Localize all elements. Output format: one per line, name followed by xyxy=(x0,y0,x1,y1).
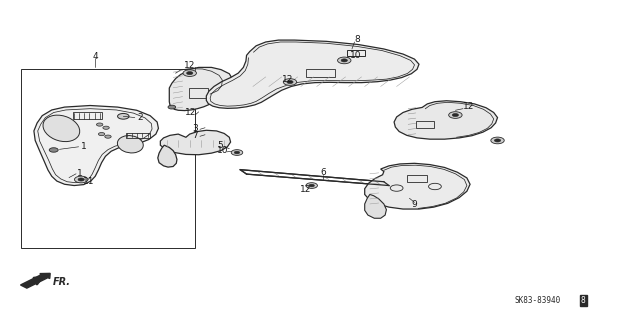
Circle shape xyxy=(341,59,348,62)
Circle shape xyxy=(284,79,297,85)
Circle shape xyxy=(97,123,103,126)
Circle shape xyxy=(49,148,58,152)
Bar xyxy=(347,50,365,56)
Text: 9: 9 xyxy=(412,200,417,209)
Bar xyxy=(21,69,195,249)
Text: 12: 12 xyxy=(463,102,474,111)
Circle shape xyxy=(452,114,458,116)
Circle shape xyxy=(118,114,129,119)
Circle shape xyxy=(103,126,109,129)
Polygon shape xyxy=(365,195,387,218)
Text: 1: 1 xyxy=(81,142,86,151)
Text: 8: 8 xyxy=(580,296,586,305)
Bar xyxy=(306,69,335,77)
Circle shape xyxy=(491,137,504,144)
Text: 10: 10 xyxy=(350,51,362,60)
Text: 12: 12 xyxy=(185,108,196,117)
Bar xyxy=(189,88,208,98)
Text: 12: 12 xyxy=(184,61,195,70)
Text: 6: 6 xyxy=(320,168,326,177)
Ellipse shape xyxy=(117,136,143,153)
Circle shape xyxy=(306,183,317,189)
Polygon shape xyxy=(170,67,232,111)
FancyArrow shape xyxy=(20,273,50,288)
Polygon shape xyxy=(158,145,177,167)
Text: 12: 12 xyxy=(300,185,312,195)
Text: 8: 8 xyxy=(354,35,360,44)
Circle shape xyxy=(187,71,193,75)
Circle shape xyxy=(99,132,105,136)
Polygon shape xyxy=(34,106,159,186)
Text: 12: 12 xyxy=(282,75,294,84)
Ellipse shape xyxy=(43,115,80,142)
Circle shape xyxy=(231,150,243,155)
Polygon shape xyxy=(394,101,497,139)
Text: SK83-83940: SK83-83940 xyxy=(514,296,560,305)
Circle shape xyxy=(183,70,196,77)
Circle shape xyxy=(449,112,462,118)
Circle shape xyxy=(234,151,239,154)
Circle shape xyxy=(105,135,111,138)
Text: 3: 3 xyxy=(193,124,198,133)
Text: 5: 5 xyxy=(217,141,223,150)
Bar xyxy=(73,113,102,120)
Text: 1: 1 xyxy=(77,169,83,178)
Circle shape xyxy=(495,139,500,142)
Circle shape xyxy=(287,80,293,84)
Text: FR.: FR. xyxy=(53,277,71,287)
Circle shape xyxy=(337,57,351,64)
Circle shape xyxy=(74,176,88,183)
Text: 7: 7 xyxy=(193,130,198,139)
Circle shape xyxy=(78,178,84,181)
Bar xyxy=(416,121,434,128)
Polygon shape xyxy=(161,130,230,155)
Text: 4: 4 xyxy=(92,52,98,61)
Polygon shape xyxy=(206,40,419,108)
Circle shape xyxy=(309,184,314,187)
Text: 2: 2 xyxy=(137,113,143,122)
Polygon shape xyxy=(365,163,470,209)
Bar xyxy=(407,175,428,182)
Text: 10: 10 xyxy=(216,146,228,155)
Bar xyxy=(126,132,150,138)
Text: 11: 11 xyxy=(83,177,95,186)
Circle shape xyxy=(168,105,175,109)
